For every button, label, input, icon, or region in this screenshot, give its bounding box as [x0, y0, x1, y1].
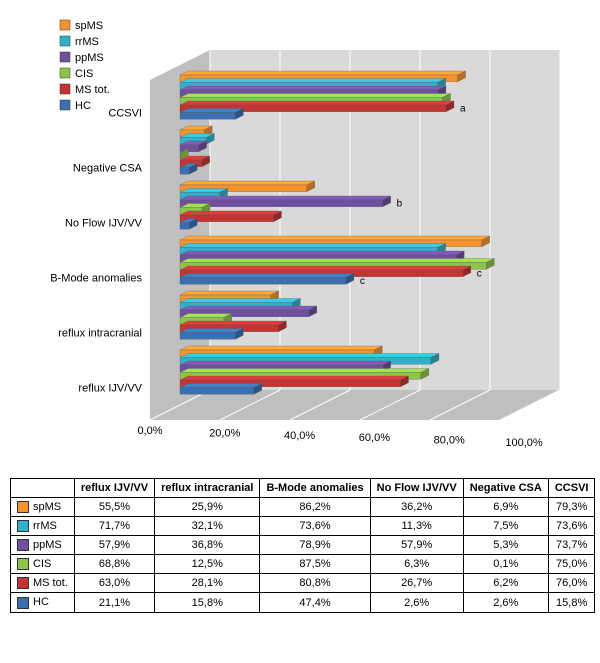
bar	[180, 388, 254, 395]
table-cell: 6,3%	[370, 555, 463, 574]
category-label: No Flow IJV/VV	[65, 218, 143, 230]
table-cell: 26,7%	[370, 574, 463, 593]
table-cell: 63,0%	[74, 574, 154, 593]
table-cell: 11,3%	[370, 517, 463, 536]
category-label: Negative CSA	[73, 163, 143, 175]
table-cell: 57,9%	[370, 536, 463, 555]
legend-swatch	[60, 52, 70, 62]
table-cell: 47,4%	[260, 593, 370, 612]
table-cell: 55,5%	[74, 498, 154, 517]
table-cell: 32,1%	[155, 517, 260, 536]
x-tick-label: 100,0%	[505, 437, 543, 449]
legend-label: MS tot.	[75, 84, 110, 96]
bar	[180, 278, 346, 285]
legend-label: HC	[75, 100, 91, 112]
legend-swatch	[17, 577, 29, 589]
legend-swatch	[17, 597, 29, 609]
table-cell: 21,1%	[74, 593, 154, 612]
table-cell: 78,9%	[260, 536, 370, 555]
bar	[180, 145, 199, 152]
table-row-header: rrMS	[11, 517, 75, 536]
table-cell: 76,0%	[548, 574, 595, 593]
legend-swatch	[17, 520, 29, 532]
table-cell: 2,6%	[370, 593, 463, 612]
annotation: c	[477, 268, 482, 279]
table-cell: 87,5%	[260, 555, 370, 574]
category-label: reflux IJV/VV	[78, 383, 142, 395]
table-col-header: CCSVI	[548, 479, 595, 498]
table-cell: 75,0%	[548, 555, 595, 574]
legend-swatch	[60, 20, 70, 30]
table-cell: 28,1%	[155, 574, 260, 593]
table-cell: 36,8%	[155, 536, 260, 555]
bar	[180, 223, 189, 230]
table-col-header: reflux intracranial	[155, 479, 260, 498]
bar	[180, 113, 235, 120]
x-tick-label: 60,0%	[359, 432, 390, 444]
bar	[180, 168, 189, 175]
category-label: CCSVI	[108, 108, 142, 120]
legend-swatch	[60, 100, 70, 110]
chart-area: 0,0% 20,0% 40,0% 60,0% 80,0% 100,0% CCSVI a Nega…	[20, 10, 580, 470]
legend-swatch	[60, 68, 70, 78]
annotation: c	[360, 276, 365, 287]
x-tick-label: 20,0%	[209, 427, 240, 439]
table-cell: 86,2%	[260, 498, 370, 517]
legend-swatch	[17, 558, 29, 570]
x-tick-label: 40,0%	[284, 430, 315, 442]
table-cell: 79,3%	[548, 498, 595, 517]
table-row-header: spMS	[11, 498, 75, 517]
annotation: a	[460, 103, 466, 114]
table-col-header: No Flow IJV/VV	[370, 479, 463, 498]
table-cell: 5,3%	[463, 536, 548, 555]
table-cell: 73,6%	[260, 517, 370, 536]
table-row-header: HC	[11, 593, 75, 612]
table-cell: 80,8%	[260, 574, 370, 593]
table-cell: 25,9%	[155, 498, 260, 517]
bar	[180, 200, 383, 207]
table-cell: 71,7%	[74, 517, 154, 536]
table-cell: 7,5%	[463, 517, 548, 536]
table-cell: 73,7%	[548, 536, 595, 555]
x-tick-label: 0,0%	[137, 425, 162, 437]
legend-swatch	[17, 501, 29, 513]
category-label: B-Mode anomalies	[50, 273, 142, 285]
category-label: reflux intracranial	[58, 328, 142, 340]
table-cell: 12,5%	[155, 555, 260, 574]
table-cell: 15,8%	[155, 593, 260, 612]
legend-label: spMS	[75, 20, 103, 32]
table-cell: 6,2%	[463, 574, 548, 593]
table-row-header: CIS	[11, 555, 75, 574]
legend-swatch	[60, 36, 70, 46]
legend-swatch	[60, 84, 70, 94]
table-cell: 73,6%	[548, 517, 595, 536]
table-cell: 15,8%	[548, 593, 595, 612]
annotation: b	[397, 198, 403, 209]
legend-label: rrMS	[75, 36, 99, 48]
legend-label: CIS	[75, 68, 93, 80]
bar	[180, 333, 235, 340]
table-cell: 36,2%	[370, 498, 463, 517]
legend-swatch	[17, 539, 29, 551]
data-table: reflux IJV/VVreflux intracranialB-Mode a…	[10, 478, 595, 613]
table-col-header: Negative CSA	[463, 479, 548, 498]
table-cell: 57,9%	[74, 536, 154, 555]
table-corner	[11, 479, 75, 498]
table-cell: 2,6%	[463, 593, 548, 612]
table-cell: 68,8%	[74, 555, 154, 574]
table-cell: 0,1%	[463, 555, 548, 574]
table-col-header: reflux IJV/VV	[74, 479, 154, 498]
table-row-header: MS tot.	[11, 574, 75, 593]
table-col-header: B-Mode anomalies	[260, 479, 370, 498]
table-row-header: ppMS	[11, 536, 75, 555]
legend-label: ppMS	[75, 52, 104, 64]
x-tick-label: 80,0%	[434, 435, 465, 447]
table-cell: 6,9%	[463, 498, 548, 517]
